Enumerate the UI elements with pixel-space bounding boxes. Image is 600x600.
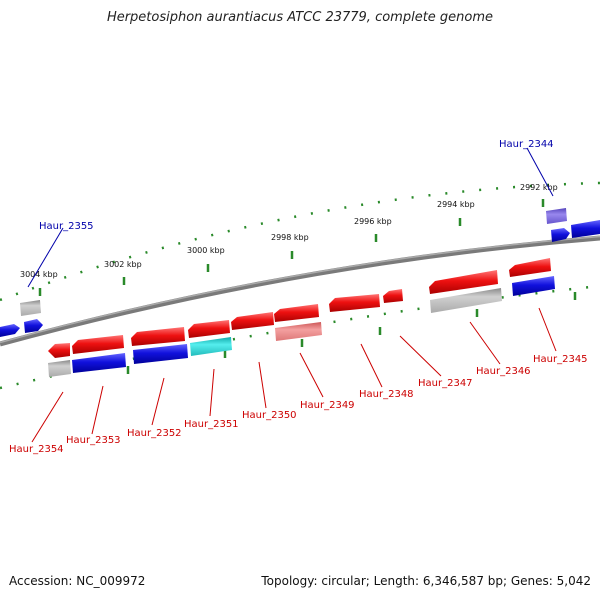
gene-label[interactable]: Haur_2354	[9, 444, 64, 455]
gene-label[interactable]: Haur_2348	[359, 389, 414, 400]
gene-arrow[interactable]	[190, 337, 232, 356]
gene-label[interactable]: Haur_2355	[39, 221, 94, 232]
gene-arrow[interactable]	[275, 322, 322, 341]
gene-arrow[interactable]	[0, 324, 20, 337]
ruler-label: 2994 kbp	[437, 200, 475, 209]
ruler-label: 3004 kbp	[20, 270, 58, 279]
gene-arrow[interactable]	[329, 294, 380, 312]
gene-arrow[interactable]	[383, 289, 403, 303]
gene-label[interactable]: Haur_2344	[499, 139, 554, 150]
gene-arrow[interactable]	[231, 312, 274, 330]
gene-arrow[interactable]	[72, 335, 124, 354]
gene-arrow[interactable]	[131, 327, 185, 346]
gene-arrow[interactable]	[24, 319, 43, 333]
gene-arrow[interactable]	[430, 288, 502, 313]
gene-arrow[interactable]	[512, 276, 555, 296]
ruler-label: 2996 kbp	[354, 217, 392, 226]
ruler-ticks	[38, 199, 545, 296]
genome-summary: Topology: circular; Length: 6,346,587 bp…	[261, 574, 591, 588]
accession-text: Accession: NC_009972	[9, 574, 146, 588]
ruler-label: 3002 kbp	[104, 260, 142, 269]
gene-arrow[interactable]	[133, 344, 188, 364]
gene-arrow[interactable]	[274, 304, 319, 322]
gene-label[interactable]: Haur_2351	[184, 419, 239, 430]
lower-ticks	[126, 292, 577, 374]
gene-arrow[interactable]	[429, 270, 498, 294]
ruler-label: 2998 kbp	[271, 233, 309, 242]
genome-backbone	[0, 235, 600, 347]
gene-label[interactable]: Haur_2353	[66, 435, 121, 446]
gene-label[interactable]: Haur_2345	[533, 354, 588, 365]
gene-arrow[interactable]	[48, 360, 71, 377]
callout-lines	[27, 147, 557, 443]
ruler-label: 3000 kbp	[187, 246, 225, 255]
ruler-label: 2992 kbp	[520, 183, 558, 192]
gene-arrow[interactable]	[509, 258, 551, 277]
gene-arrow[interactable]	[571, 220, 600, 238]
gene-label[interactable]: Haur_2349	[300, 400, 355, 411]
gene-label[interactable]: Haur_2352	[127, 428, 182, 439]
gene-arrow[interactable]	[48, 343, 70, 358]
gene-label[interactable]: Haur_2350	[242, 410, 297, 421]
gene-arrow[interactable]	[20, 300, 41, 316]
gene-label[interactable]: Haur_2347	[418, 378, 473, 389]
gene-arrow[interactable]	[188, 320, 230, 338]
gene-label[interactable]: Haur_2346	[476, 366, 531, 377]
map-title: Herpetosiphon aurantiacus ATCC 23779, co…	[106, 10, 494, 25]
gene-arrow[interactable]	[546, 208, 567, 224]
gene-arrow[interactable]	[72, 353, 126, 373]
gene-arrow[interactable]	[551, 228, 570, 242]
